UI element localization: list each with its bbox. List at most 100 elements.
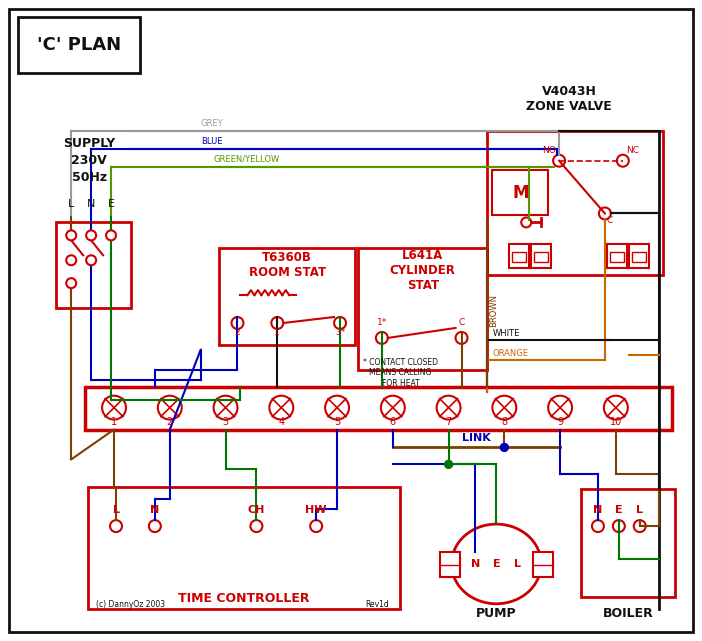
- Text: M: M: [512, 183, 529, 201]
- Text: HW: HW: [305, 505, 327, 515]
- Text: N: N: [471, 559, 480, 569]
- FancyBboxPatch shape: [531, 244, 551, 268]
- Circle shape: [66, 255, 77, 265]
- Circle shape: [437, 395, 461, 420]
- FancyBboxPatch shape: [18, 17, 140, 73]
- FancyBboxPatch shape: [85, 387, 672, 429]
- FancyBboxPatch shape: [56, 222, 131, 308]
- FancyBboxPatch shape: [610, 253, 624, 262]
- Text: * CONTACT CLOSED
MEANS CALLING
FOR HEAT: * CONTACT CLOSED MEANS CALLING FOR HEAT: [363, 358, 438, 388]
- Text: L641A
CYLINDER
STAT: L641A CYLINDER STAT: [390, 249, 456, 292]
- FancyBboxPatch shape: [492, 170, 548, 215]
- Text: V4043H
ZONE VALVE: V4043H ZONE VALVE: [526, 85, 612, 113]
- Circle shape: [604, 395, 628, 420]
- Circle shape: [444, 460, 453, 469]
- Circle shape: [334, 317, 346, 329]
- Circle shape: [110, 520, 122, 532]
- Text: GREY: GREY: [201, 119, 223, 128]
- FancyBboxPatch shape: [581, 489, 675, 597]
- Circle shape: [376, 332, 388, 344]
- Text: BROWN: BROWN: [489, 294, 498, 326]
- Text: GREEN/YELLOW: GREEN/YELLOW: [213, 154, 280, 163]
- FancyBboxPatch shape: [510, 244, 529, 268]
- Circle shape: [456, 332, 468, 344]
- Text: L: L: [112, 505, 119, 515]
- Text: 5: 5: [334, 417, 340, 426]
- Circle shape: [634, 520, 646, 532]
- Circle shape: [66, 230, 77, 240]
- Circle shape: [522, 217, 531, 228]
- Text: BOILER: BOILER: [602, 607, 653, 620]
- Circle shape: [272, 317, 284, 329]
- Text: WHITE: WHITE: [492, 329, 519, 338]
- Circle shape: [599, 208, 611, 219]
- Text: 4: 4: [278, 417, 284, 426]
- Text: 2: 2: [166, 417, 173, 426]
- Circle shape: [232, 317, 244, 329]
- Text: NC: NC: [625, 146, 639, 154]
- Text: C: C: [607, 217, 613, 226]
- Text: N: N: [150, 505, 159, 515]
- Ellipse shape: [451, 524, 541, 604]
- Text: T6360B
ROOM STAT: T6360B ROOM STAT: [249, 251, 326, 279]
- Circle shape: [158, 395, 182, 420]
- Text: L: L: [514, 559, 521, 569]
- Text: 2: 2: [234, 328, 240, 337]
- FancyBboxPatch shape: [358, 248, 487, 370]
- Text: L: L: [636, 505, 643, 515]
- Circle shape: [310, 520, 322, 532]
- Text: 1*: 1*: [377, 318, 387, 327]
- Text: PUMP: PUMP: [476, 607, 517, 620]
- FancyBboxPatch shape: [629, 244, 649, 268]
- Circle shape: [149, 520, 161, 532]
- Circle shape: [592, 520, 604, 532]
- Text: 1: 1: [274, 328, 280, 337]
- Text: BLUE: BLUE: [201, 137, 222, 146]
- FancyBboxPatch shape: [88, 487, 399, 609]
- Text: 7: 7: [446, 417, 451, 426]
- Text: C: C: [458, 318, 465, 327]
- Text: 'C' PLAN: 'C' PLAN: [37, 36, 121, 54]
- Text: (c) DannyOz 2003: (c) DannyOz 2003: [96, 600, 165, 609]
- Circle shape: [381, 395, 405, 420]
- Text: E: E: [615, 505, 623, 515]
- Circle shape: [548, 395, 572, 420]
- Text: 1: 1: [111, 417, 117, 426]
- Text: 3*: 3*: [335, 328, 345, 337]
- Circle shape: [553, 154, 565, 167]
- Circle shape: [106, 230, 116, 240]
- Circle shape: [325, 395, 349, 420]
- Circle shape: [613, 520, 625, 532]
- Text: ORANGE: ORANGE: [492, 349, 529, 358]
- Circle shape: [86, 230, 96, 240]
- Text: NO: NO: [543, 146, 556, 154]
- FancyBboxPatch shape: [534, 552, 553, 577]
- Text: 8: 8: [501, 417, 508, 426]
- Text: E: E: [107, 199, 114, 210]
- FancyBboxPatch shape: [632, 253, 646, 262]
- FancyBboxPatch shape: [534, 253, 548, 262]
- Circle shape: [492, 395, 516, 420]
- Text: 3: 3: [223, 417, 229, 426]
- Text: E: E: [493, 559, 501, 569]
- Circle shape: [270, 395, 293, 420]
- Circle shape: [501, 444, 508, 451]
- FancyBboxPatch shape: [607, 244, 627, 268]
- Circle shape: [66, 278, 77, 288]
- Text: Rev1d: Rev1d: [365, 600, 389, 609]
- Text: LINK: LINK: [462, 433, 491, 444]
- FancyBboxPatch shape: [10, 10, 692, 631]
- Text: N: N: [87, 199, 95, 210]
- FancyBboxPatch shape: [512, 253, 526, 262]
- FancyBboxPatch shape: [487, 131, 663, 275]
- Text: L: L: [68, 199, 74, 210]
- Circle shape: [213, 395, 237, 420]
- Circle shape: [617, 154, 629, 167]
- Circle shape: [86, 255, 96, 265]
- Text: 6: 6: [390, 417, 396, 426]
- Circle shape: [102, 395, 126, 420]
- FancyBboxPatch shape: [439, 552, 460, 577]
- Text: TIME CONTROLLER: TIME CONTROLLER: [178, 592, 310, 605]
- Text: CH: CH: [248, 505, 265, 515]
- Text: N: N: [593, 505, 602, 515]
